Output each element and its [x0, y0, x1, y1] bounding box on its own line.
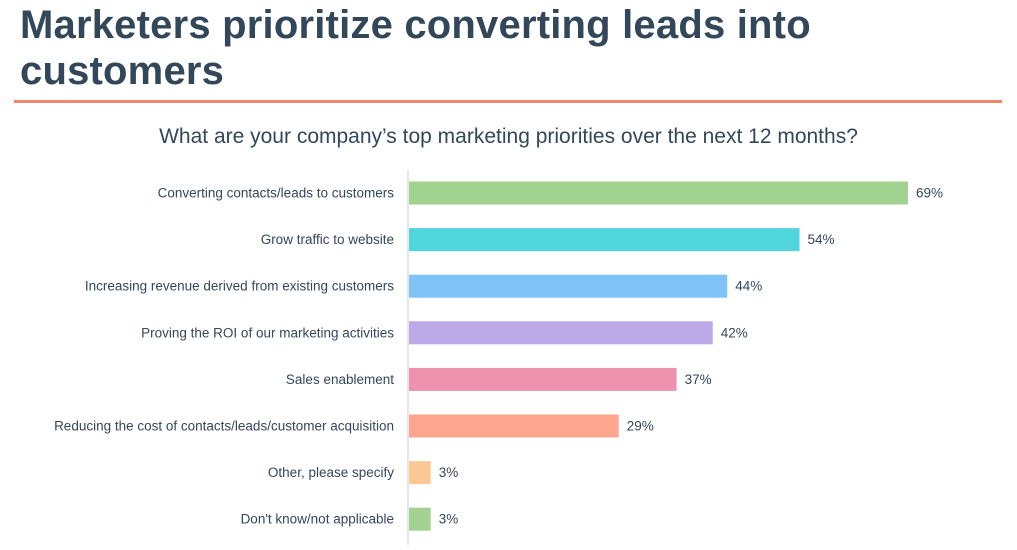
value-label: 54%: [808, 232, 835, 247]
category-label-group: Converting contacts/leads to customers Gr…: [54, 186, 394, 527]
chart-title: What are your company’s top marketing pr…: [159, 125, 858, 148]
bar-4: [409, 367, 677, 391]
category-label: Grow traffic to website: [261, 232, 394, 247]
category-label: Other, please specify: [268, 465, 394, 480]
bar-6: [409, 461, 431, 485]
value-label: 3%: [439, 465, 459, 480]
category-label: Don't know/not applicable: [241, 512, 394, 527]
value-label-group: 69% 54% 44% 42% 37% 29% 3% 3%: [439, 186, 943, 527]
bar-0: [409, 181, 908, 205]
bar-5: [409, 414, 619, 438]
value-label: 29%: [627, 419, 654, 434]
value-label: 69%: [916, 186, 943, 201]
value-label: 42%: [721, 325, 748, 340]
category-label: Increasing revenue derived from existing…: [85, 279, 394, 294]
bar-group: [409, 181, 908, 531]
category-label: Proving the ROI of our marketing activit…: [141, 325, 394, 340]
category-label: Converting contacts/leads to customers: [158, 186, 395, 201]
title-divider: [14, 100, 1002, 103]
bar-2: [409, 274, 728, 298]
value-label: 37%: [685, 372, 712, 387]
bar-1: [409, 228, 800, 252]
bar-7: [409, 507, 431, 531]
category-label: Sales enablement: [286, 372, 394, 387]
value-label: 44%: [735, 279, 762, 294]
category-label: Reducing the cost of contacts/leads/cust…: [54, 419, 394, 434]
bar-3: [409, 321, 713, 345]
value-label: 3%: [439, 512, 459, 527]
page-title: Marketers prioritize converting leads in…: [20, 3, 811, 93]
